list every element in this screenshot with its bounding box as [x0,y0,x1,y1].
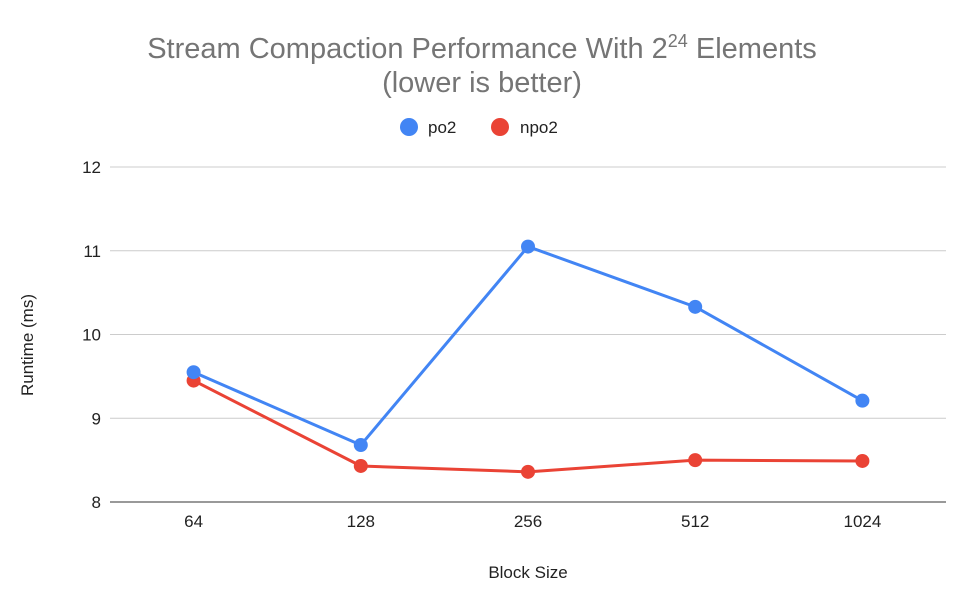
chart-title-main: Stream Compaction Performance With 2 [147,33,668,65]
legend-item-npo2: npo2 [491,118,558,137]
y-axis-label: Runtime (ms) [18,294,37,396]
chart-title-end: Elements [688,33,817,65]
series-po2 [186,239,870,453]
x-axis-label: Block Size [488,563,567,582]
y-tick-label: 9 [92,409,101,428]
series-line-npo2 [192,379,864,474]
legend-label-npo2: npo2 [520,118,558,137]
y-tick-label: 11 [83,242,101,261]
data-point-npo2 [688,453,703,468]
data-point-po2 [521,239,535,254]
data-point-po2 [353,438,368,453]
legend: po2 npo2 [400,118,558,137]
series-layer [186,239,870,479]
data-point-npo2 [353,458,368,473]
legend-item-po2: po2 [400,118,456,137]
x-tick-label: 64 [184,512,203,531]
data-point-npo2 [855,453,870,468]
chart-subtitle: (lower is better) [382,67,582,99]
x-tick-label: 128 [347,512,375,531]
chart-title-superscript: 24 [668,31,688,51]
data-point-po2 [688,299,703,314]
legend-marker-po2 [400,118,418,136]
data-point-npo2 [521,464,535,479]
legend-marker-npo2 [491,118,509,136]
legend-label-po2: po2 [428,118,456,137]
y-axis-ticks: 8 9 10 11 12 [82,158,101,512]
y-tick-label: 12 [82,158,101,177]
data-point-po2 [855,393,870,408]
x-tick-label: 256 [514,512,542,531]
series-npo2 [186,373,870,479]
data-point-po2 [186,365,201,380]
x-tick-label: 1024 [843,512,881,531]
x-tick-label: 512 [681,512,709,531]
gridlines [110,166,946,503]
y-tick-label: 10 [82,326,101,345]
series-line-po2 [192,245,864,447]
y-tick-label: 8 [92,493,101,512]
x-axis-ticks: 64 128 256 512 1024 [184,512,881,531]
chart-title: Stream Compaction Performance With 224 E… [147,31,817,65]
